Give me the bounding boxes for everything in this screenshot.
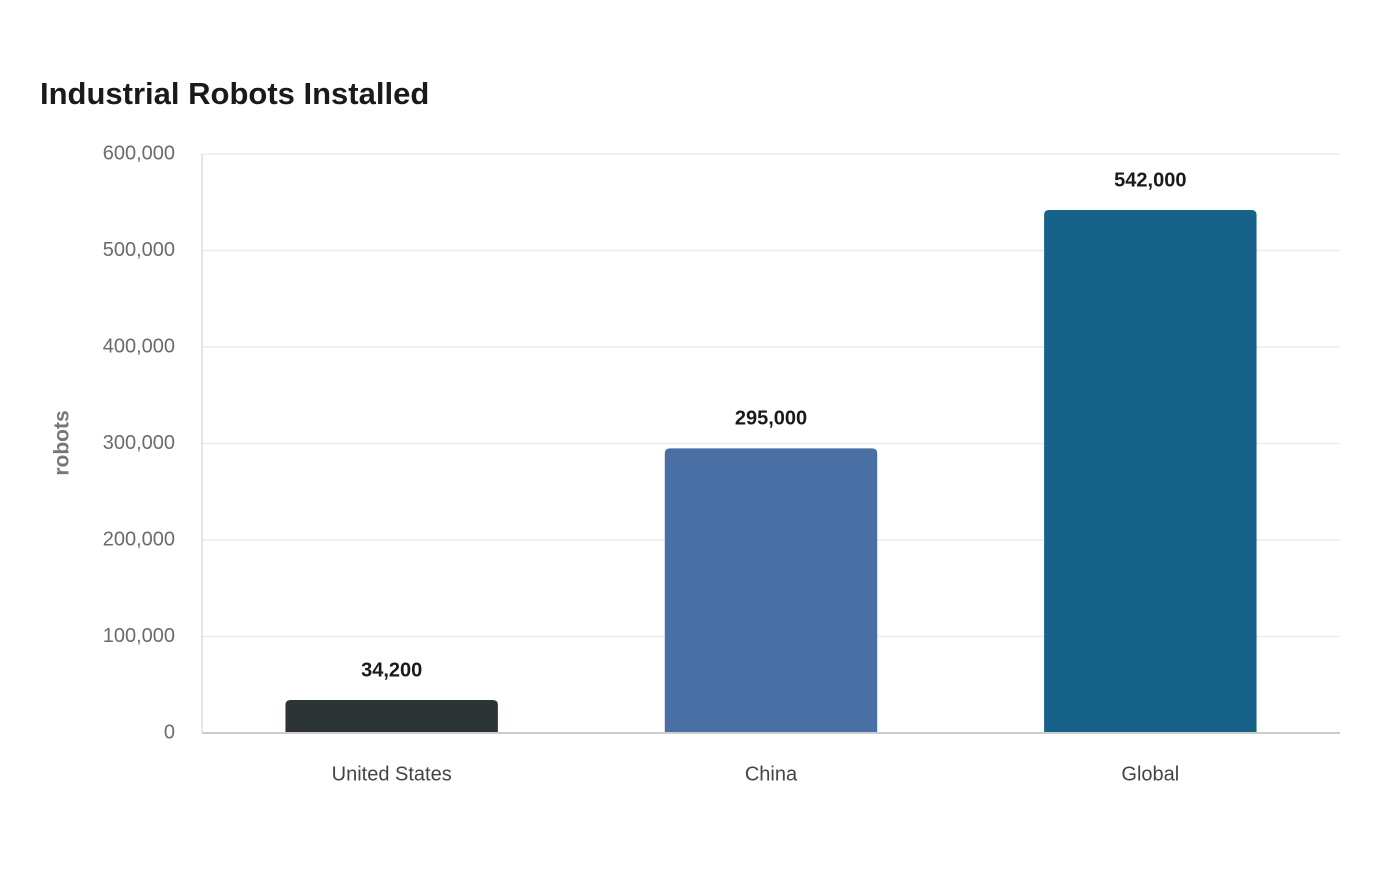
- y-tick-label: 100,000: [103, 625, 175, 647]
- y-tick-label: 500,000: [103, 239, 175, 261]
- x-tick-label: Global: [1121, 763, 1179, 785]
- y-axis-label: robots: [51, 410, 74, 475]
- y-tick-label: 300,000: [103, 432, 175, 454]
- y-tick-label: 0: [164, 721, 175, 743]
- value-label: 542,000: [1114, 169, 1186, 191]
- bar: [664, 448, 878, 733]
- bar: [1044, 209, 1257, 734]
- value-label: 295,000: [735, 408, 807, 430]
- y-tick-label: 200,000: [103, 528, 175, 550]
- x-tick-label: China: [745, 763, 798, 785]
- value-label: 34,200: [361, 659, 422, 681]
- chart-title: Industrial Robots Installed: [40, 76, 429, 111]
- y-tick-label: 400,000: [103, 335, 175, 357]
- x-tick-label: United States: [332, 763, 452, 785]
- bar: [285, 699, 498, 733]
- y-tick-label: 600,000: [103, 142, 175, 164]
